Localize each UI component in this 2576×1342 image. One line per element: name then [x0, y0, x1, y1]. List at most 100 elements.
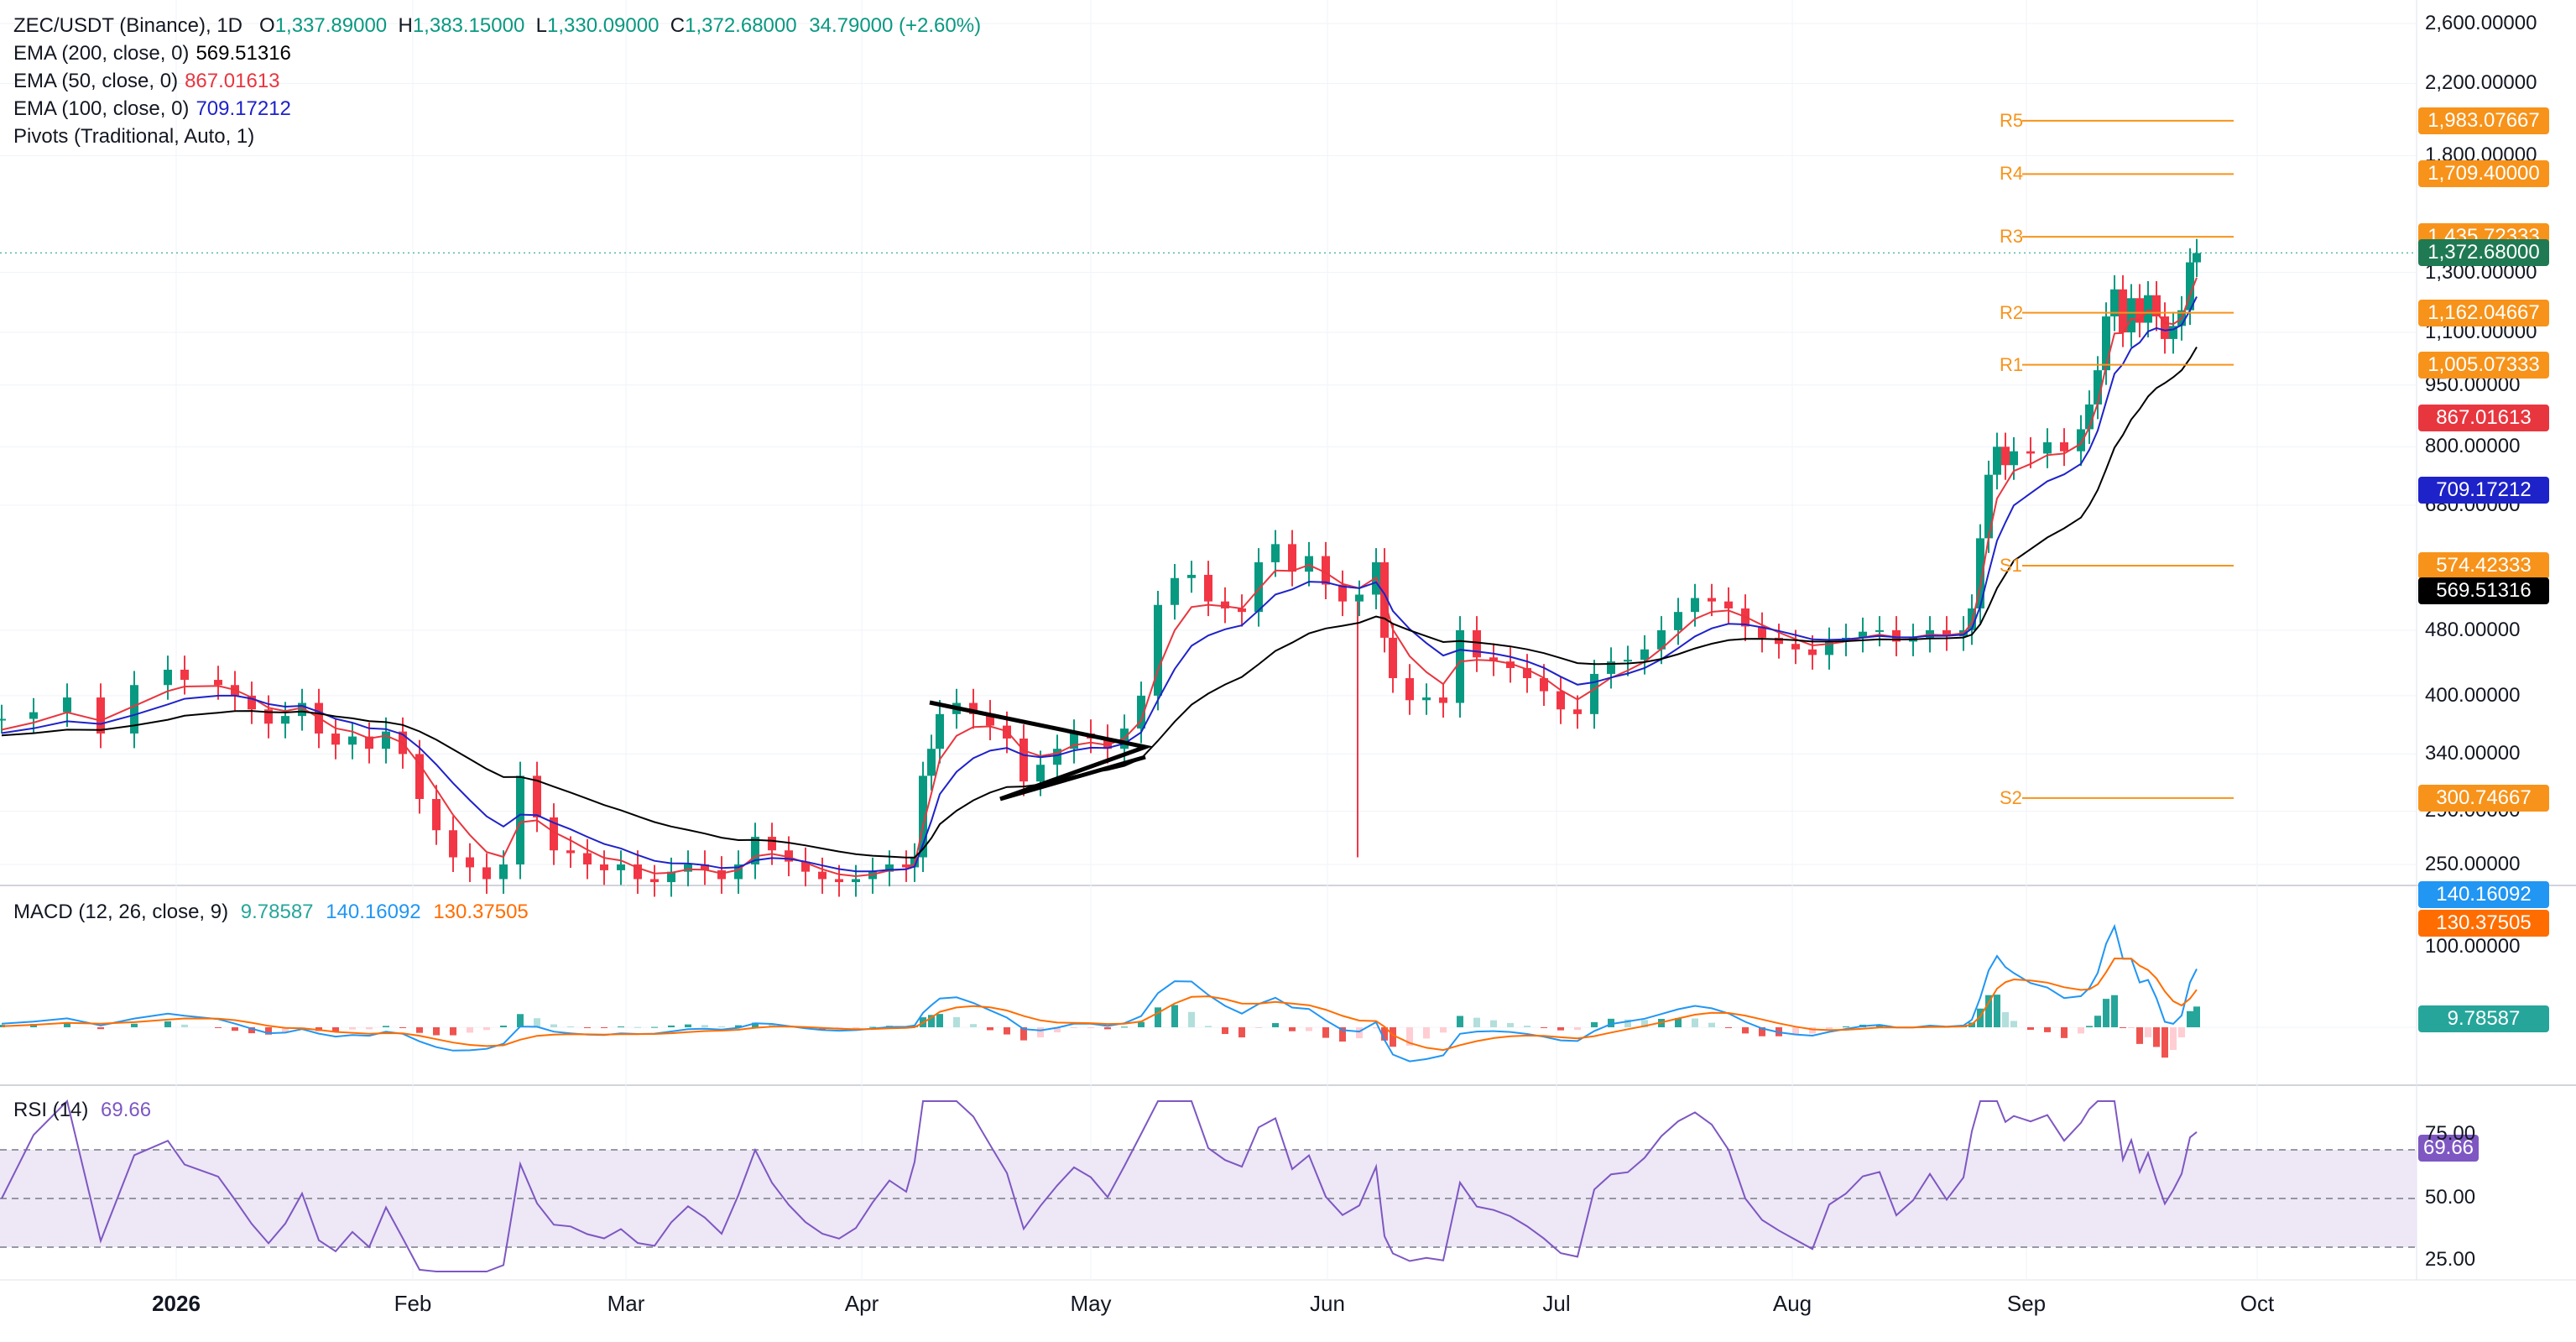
candle-body — [2193, 253, 2201, 263]
candle-body — [365, 736, 373, 749]
macd-hist-bar — [2136, 1027, 2143, 1044]
macd-hist-bar — [2178, 1027, 2185, 1038]
macd-hist-bar — [936, 1014, 943, 1027]
candle-body — [617, 864, 625, 870]
macd-hist-bar — [1574, 1027, 1581, 1031]
pivot-label-r2: R2 — [2000, 301, 2024, 323]
macd-hist-bar — [1171, 1005, 1178, 1027]
macd-hist-bar — [2193, 1006, 2200, 1027]
macd-label: MACD (12, 26, close, 9) — [13, 901, 229, 923]
macd-hist-bar — [1272, 1023, 1279, 1027]
pivots-label: Pivots (Traditional, Auto, 1) — [13, 125, 255, 148]
macd-hist-bar — [1608, 1018, 1614, 1027]
symbol-row: ZEC/USDT (Binance), 1D O1,337.89000 H1,3… — [13, 14, 982, 37]
candle-body — [717, 869, 726, 880]
candle-body — [1070, 733, 1078, 749]
macd-hist-bar — [1692, 1018, 1698, 1027]
candle-body — [1355, 594, 1364, 602]
macd-hist-bar — [1188, 1011, 1195, 1027]
macd-hist-bar — [517, 1014, 524, 1027]
candle-body — [1724, 601, 1733, 608]
candle-body — [1506, 661, 1515, 668]
macd-hist-bar — [1742, 1027, 1749, 1034]
ema100-label: EMA (100, close, 0) — [13, 97, 190, 120]
candle-body — [852, 879, 860, 883]
macd-hist-bar — [2111, 995, 2118, 1027]
ema200-legend[interactable]: EMA (200, close, 0) 569.51316 — [13, 39, 981, 67]
candle-body — [432, 798, 441, 831]
time-tick: 2026 — [152, 1291, 201, 1316]
macd-hist-bar — [2161, 1027, 2168, 1058]
macd-hist-bar — [2187, 1010, 2193, 1027]
macd-hist-bar — [584, 1027, 591, 1028]
macd-hist-bar — [416, 1027, 423, 1033]
open-value: 1,337.89000 — [274, 14, 388, 37]
ema50-legend[interactable]: EMA (50, close, 0) 867.01613 — [13, 67, 981, 95]
macd-hist-bar — [2103, 999, 2109, 1027]
macd-legend[interactable]: MACD (12, 26, close, 9) 9.78587 140.1609… — [13, 898, 529, 926]
ema50-label: EMA (50, close, 0) — [13, 70, 179, 92]
pivot-label-s1: S1 — [2000, 555, 2022, 577]
candle-body — [2119, 289, 2127, 333]
macd-hist-bar — [1004, 1027, 1010, 1035]
candle-body — [2152, 295, 2161, 317]
ema200-label: EMA (200, close, 0) — [13, 42, 190, 65]
macd-hist-bar — [1390, 1027, 1396, 1047]
macd-hist-bar — [752, 1022, 759, 1027]
pivots-legend[interactable]: Pivots (Traditional, Auto, 1) — [13, 123, 981, 150]
ema50-value: 867.01613 — [185, 70, 280, 92]
macd-hist-bar — [987, 1027, 993, 1031]
ema200-value: 569.51316 — [196, 42, 291, 65]
candle-body — [1053, 749, 1061, 765]
candle-body — [1254, 561, 1263, 613]
macd-hist-bar — [164, 1021, 171, 1027]
macd-hist-bar — [1381, 1027, 1388, 1041]
candle-body — [2144, 295, 2152, 323]
macd-hist-bar — [1322, 1027, 1329, 1038]
rsi-legend[interactable]: RSI (14) 69.66 — [13, 1096, 151, 1124]
candle-body — [2127, 298, 2135, 333]
candle-body — [1590, 673, 1598, 714]
time-tick: Oct — [2240, 1291, 2275, 1316]
candle-body — [986, 713, 994, 726]
price-tick: 800.00000 — [2425, 435, 2521, 458]
candle-body — [2186, 262, 2194, 311]
rsi-band — [0, 1150, 2417, 1247]
macd-hist-bar — [953, 1016, 960, 1027]
macd-hist-bar — [215, 1027, 222, 1028]
macd-hist-bar — [1289, 1027, 1296, 1031]
candle-body — [482, 867, 491, 880]
candle-body — [650, 879, 659, 883]
pivot-label-s2: S2 — [2000, 786, 2022, 808]
candle-body — [1674, 612, 1682, 630]
macd-hist-bar — [718, 1026, 725, 1027]
candle-body — [1305, 556, 1313, 572]
low-value: 1,330.09000 — [546, 14, 660, 37]
candle-body — [801, 861, 810, 872]
macd-hist-bar — [1255, 1027, 1262, 1028]
macd-signal-badge: 130.37505 — [2418, 910, 2549, 937]
candle-body — [566, 850, 575, 854]
macd-hist-bar — [1985, 995, 1992, 1027]
candle-body — [2043, 442, 2052, 454]
candle-body — [1942, 629, 1951, 637]
candle-body — [2077, 429, 2085, 452]
candle-body — [281, 716, 289, 724]
candle-body — [466, 857, 474, 868]
pivot-badge-r2: 1,162.04667 — [2418, 299, 2549, 326]
candle-body — [1103, 738, 1112, 749]
pivot-badge-r1: 1,005.07333 — [2418, 351, 2549, 379]
candle-body — [264, 709, 273, 724]
candle-body — [516, 775, 524, 864]
candle-body — [919, 775, 927, 858]
candle-body — [2161, 316, 2169, 339]
candle-body — [348, 736, 357, 745]
macd-hist-bar — [366, 1027, 373, 1030]
ema100-legend[interactable]: EMA (100, close, 0) 709.17212 — [13, 95, 981, 123]
macd-hist-bar — [1557, 1027, 1564, 1031]
candle-body — [751, 837, 759, 864]
triangle-pattern — [929, 700, 1154, 802]
candle-body — [449, 830, 457, 858]
candle-body — [969, 702, 978, 714]
